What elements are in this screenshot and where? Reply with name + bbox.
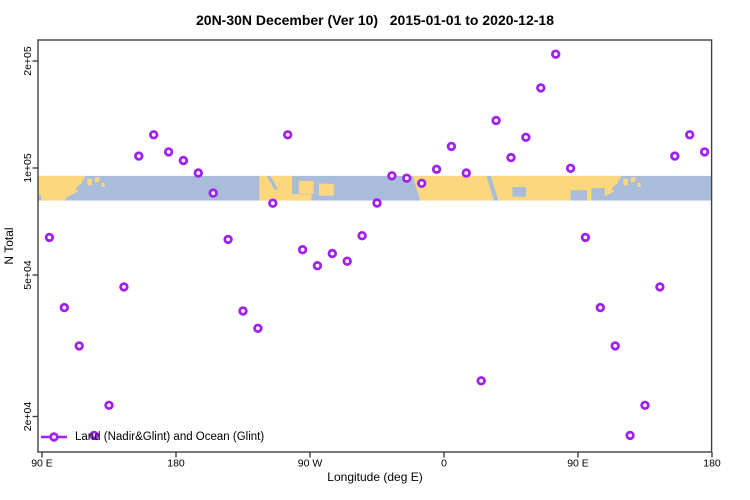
- data-point: [506, 152, 516, 163]
- data-point: [208, 188, 218, 198]
- ocean-bay-of-bengal: [570, 190, 587, 201]
- data-point: [253, 323, 263, 333]
- data-point: [387, 171, 397, 181]
- data-point: [119, 282, 129, 292]
- data-point: [312, 261, 323, 271]
- land-east-asia: [38, 175, 86, 201]
- land-ryukyu-islands: [87, 178, 92, 186]
- data-point: [59, 302, 70, 313]
- data-point: [297, 244, 308, 255]
- y-tick-label: 1e+05: [22, 153, 34, 183]
- data-point: [148, 130, 159, 140]
- ocean-gulf-of-california: [266, 175, 278, 190]
- legend-label: Land (Nadir&Glint) and Ocean (Glint): [75, 431, 265, 443]
- data-point: [357, 230, 367, 241]
- land-taiwan: [101, 182, 105, 187]
- data-point: [44, 232, 55, 243]
- data-point: [551, 49, 561, 59]
- data-point: [283, 130, 293, 140]
- legend: Land (Nadir&Glint) and Ocean (Glint): [40, 430, 264, 444]
- x-tick-label: 90 E: [567, 458, 589, 470]
- data-point: [402, 173, 412, 183]
- data-point: [491, 115, 501, 126]
- data-point: [163, 147, 174, 157]
- plot-border: [37, 39, 713, 453]
- data-point: [342, 256, 352, 266]
- data-point: [223, 234, 233, 245]
- land-florida: [298, 180, 314, 194]
- data-point: [580, 232, 591, 243]
- x-tick-label: 180: [167, 458, 185, 470]
- ocean-red-sea: [486, 175, 499, 201]
- land-taiwan: [637, 182, 641, 187]
- data-point: [670, 151, 680, 161]
- data-point: [640, 400, 650, 410]
- data-point: [417, 178, 427, 188]
- x-tick-label: 90 E: [31, 458, 53, 470]
- data-point: [461, 168, 471, 178]
- data-point: [446, 141, 457, 152]
- legend-marker-icon: [41, 432, 67, 442]
- data-point: [521, 132, 531, 142]
- data-point: [327, 248, 337, 259]
- data-point: [431, 164, 442, 174]
- data-point: [74, 341, 84, 351]
- data-point: [565, 163, 576, 173]
- data-point: [268, 198, 278, 208]
- land-ryukyu-islands: [623, 178, 628, 186]
- ocean-persian-gulf: [512, 187, 526, 197]
- x-tick-label: 0: [441, 458, 447, 470]
- data-point: [610, 341, 620, 351]
- data-point: [238, 306, 248, 316]
- ocean-south-china-sea: [591, 188, 605, 201]
- data-point: [595, 302, 605, 313]
- land-cuba: [318, 183, 334, 196]
- data-point: [536, 83, 546, 93]
- data-point: [104, 400, 114, 410]
- land-yucatan: [292, 194, 312, 201]
- data-point: [134, 151, 144, 161]
- y-tick-label: 2e+05: [22, 46, 34, 76]
- data-point: [89, 430, 99, 441]
- y-tick-label: 5e+04: [22, 260, 34, 290]
- data-point: [476, 376, 486, 386]
- ocean-gulf-of-tonkin: [38, 195, 42, 201]
- data-point: [372, 198, 382, 208]
- data-point: [178, 155, 189, 166]
- data-point: [699, 147, 710, 157]
- x-tick-label: 180: [703, 458, 721, 470]
- data-point: [193, 168, 203, 178]
- y-tick-label: 2e+04: [22, 402, 34, 432]
- data-point: [685, 130, 695, 140]
- legend-circle-icon: [49, 432, 59, 442]
- data-point: [625, 430, 635, 441]
- land-ryukyu-islands: [630, 177, 636, 183]
- data-point: [655, 282, 665, 292]
- x-axis-title: Longitude (deg E): [327, 470, 423, 484]
- chart-title: 20N-30N December (Ver 10) 2015-01-01 to …: [196, 12, 554, 28]
- land-ryukyu-islands: [94, 177, 100, 183]
- x-tick-label: 90 W: [298, 458, 323, 470]
